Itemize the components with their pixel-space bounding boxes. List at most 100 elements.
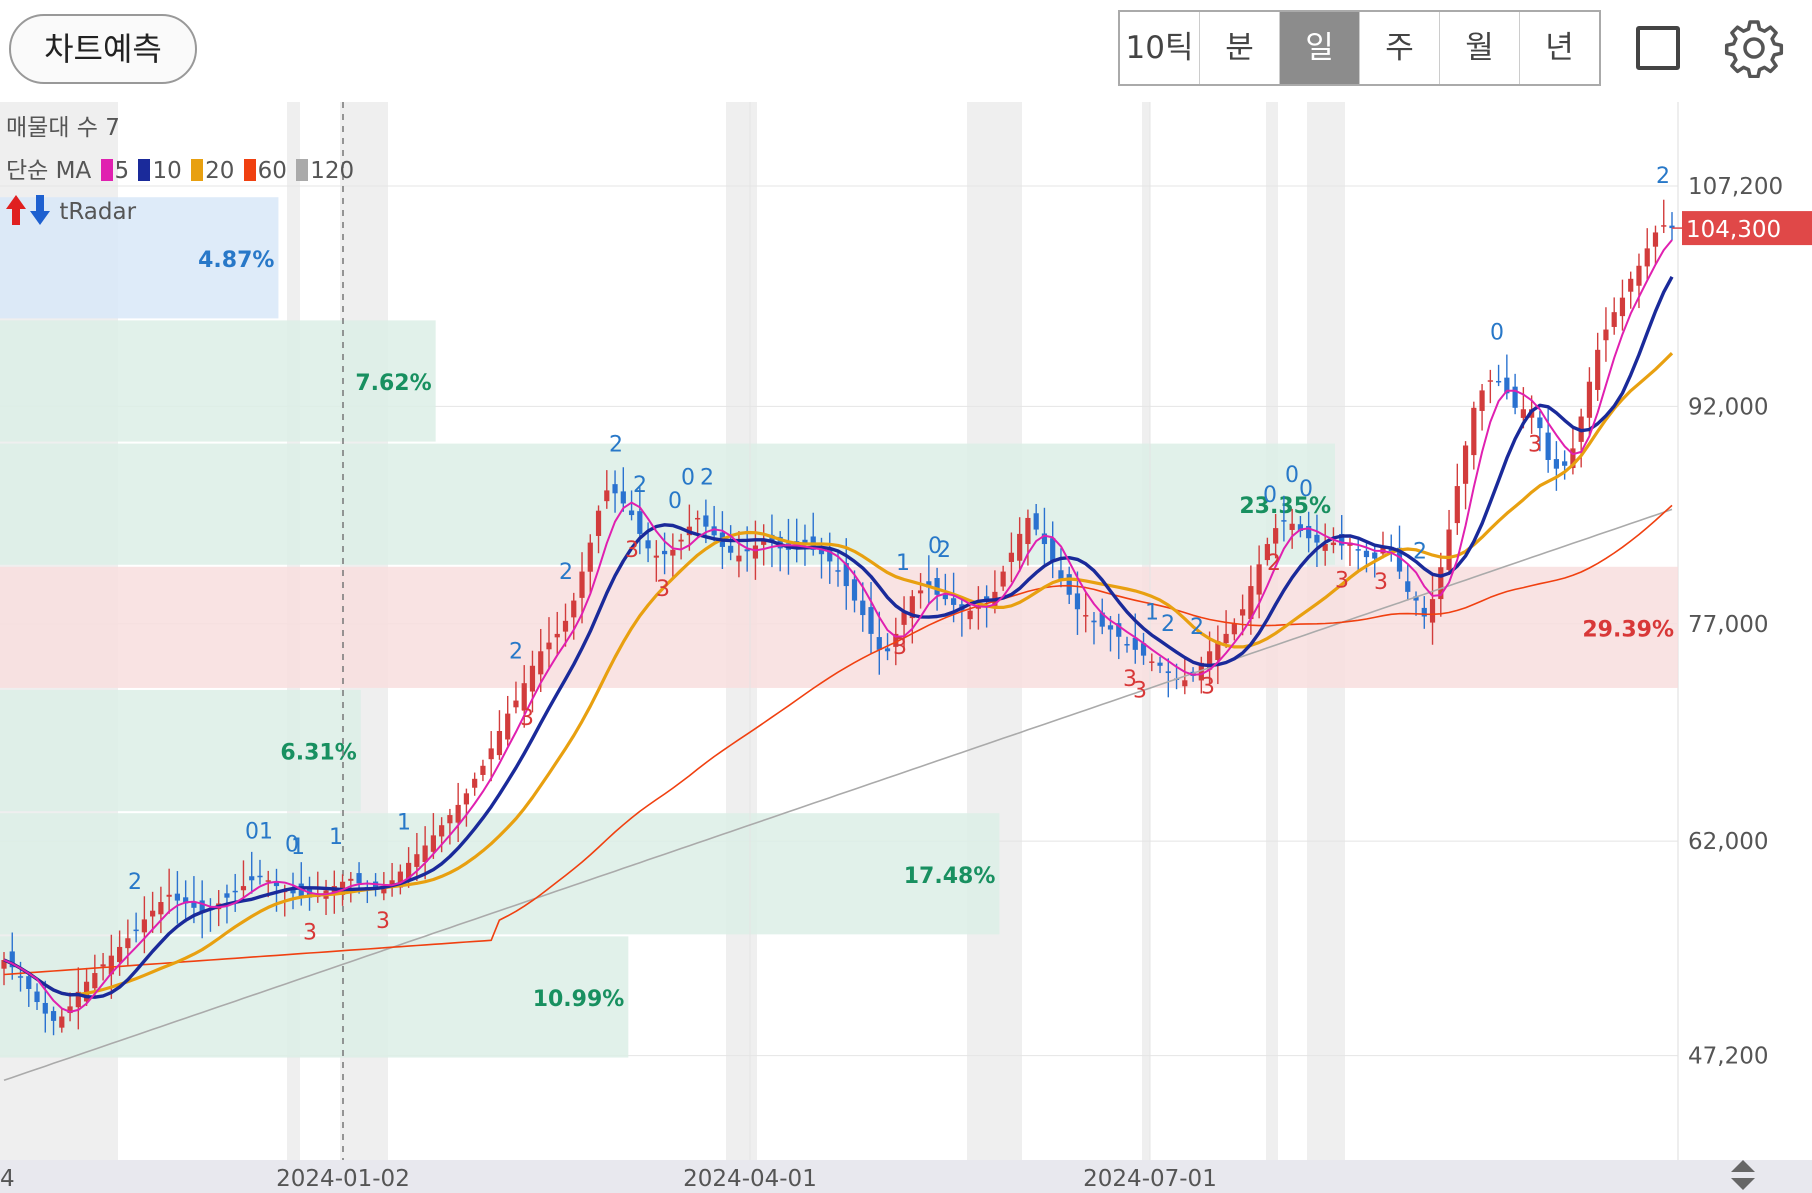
candle-body — [273, 881, 280, 887]
tradar-signal-marker: 2 — [1190, 615, 1204, 640]
candle-body — [406, 862, 412, 880]
tradar-signal-marker: 2 — [509, 640, 523, 665]
candle-body — [571, 600, 577, 618]
candle-body — [397, 871, 403, 888]
candle-body — [1396, 547, 1403, 572]
candle-body — [620, 491, 626, 504]
ma120-swatch — [296, 159, 309, 181]
candle-body — [42, 1002, 48, 1014]
candle-body — [1495, 380, 1502, 383]
candle-body — [1611, 312, 1617, 327]
candle-body — [199, 900, 205, 913]
top-toolbar: 차트예측 10틱 분 일 주 월 년 — [0, 0, 1812, 102]
candle-body — [1099, 612, 1105, 627]
candle-body — [818, 549, 825, 555]
candle-body — [1248, 586, 1254, 620]
tradar-label: tRadar — [59, 199, 137, 225]
candle-body — [1066, 574, 1072, 595]
candle-body — [1231, 623, 1237, 635]
candle-body — [546, 642, 552, 650]
candle-body — [1355, 549, 1361, 551]
period-month-button[interactable]: 월 — [1440, 12, 1520, 84]
tradar-signal-marker: 3 — [520, 706, 534, 731]
ma-legend[interactable]: 단순 MA 5 10 20 60 120 — [6, 151, 356, 185]
candle-body — [769, 534, 775, 543]
candle-body — [1256, 564, 1262, 595]
candle-body — [1471, 407, 1477, 456]
period-week-button[interactable]: 주 — [1360, 12, 1440, 84]
candle-body — [1661, 225, 1667, 227]
tradar-signal-marker: 3 — [1374, 570, 1388, 595]
chart-predict-button[interactable]: 차트예측 — [9, 14, 197, 84]
candle-body — [166, 894, 172, 897]
candle-body — [843, 563, 849, 587]
period-year-button[interactable]: 년 — [1545, 30, 1574, 66]
candle-body — [529, 665, 536, 692]
candle-body — [901, 612, 907, 625]
candle-body — [1520, 409, 1526, 418]
tradar-signal-marker: 3 — [656, 577, 670, 602]
candle-body — [670, 549, 676, 556]
candle-body — [1033, 513, 1039, 530]
tradar-signal-marker: 2 — [559, 560, 573, 585]
candle-body — [290, 888, 296, 894]
current-price-label: 104,300 — [1686, 217, 1781, 243]
tradar-signal-marker: 3 — [1335, 568, 1349, 593]
period-minute-button[interactable]: 분 — [1200, 12, 1280, 84]
candle-body — [1273, 528, 1279, 544]
candle-body — [257, 875, 263, 878]
tradar-signal-marker: 2 — [633, 473, 647, 498]
ma20-swatch — [191, 159, 204, 181]
candle-body — [1157, 662, 1163, 666]
candle-body — [579, 571, 585, 598]
tradar-signal-marker: 0 — [245, 819, 259, 844]
candle-body — [1091, 620, 1097, 623]
candle-body — [1314, 534, 1320, 543]
tradar-signal-marker: 3 — [625, 538, 639, 563]
ma120-line — [3, 508, 1673, 1082]
candle-body — [1562, 461, 1568, 466]
candle-body — [1041, 533, 1048, 545]
tradar-legend[interactable]: tRadar — [4, 193, 136, 227]
candle-body — [1140, 643, 1147, 656]
candle-body — [75, 991, 81, 1008]
candle-body — [1008, 552, 1015, 562]
candle-body — [628, 510, 635, 516]
x-tick-label: 2024-01-02 — [276, 1166, 410, 1192]
ma20-line — [3, 352, 1674, 997]
candle-body — [538, 651, 544, 675]
candle-body — [117, 946, 123, 963]
tradar-signal-marker: 1 — [1145, 600, 1159, 625]
period-10tick-button[interactable]: 10틱 — [1120, 12, 1200, 84]
candle-body — [827, 549, 833, 562]
candle-body — [1652, 232, 1659, 247]
x-axis-panel — [0, 1160, 1812, 1193]
candle-body — [777, 536, 783, 549]
candle-body — [381, 886, 387, 894]
scroll-updown-icon[interactable] — [1728, 1158, 1758, 1192]
candle-body — [728, 545, 734, 553]
volume-profile-pct: 7.62% — [355, 371, 431, 396]
tradar-signal-marker: 2 — [1267, 551, 1281, 576]
tradar-signal-marker: 0 — [681, 466, 695, 491]
candle-body — [951, 598, 957, 605]
candle-body — [430, 835, 436, 852]
candle-body — [183, 897, 189, 904]
candle-body — [26, 976, 32, 989]
gear-icon[interactable] — [1724, 18, 1784, 78]
candle-body — [1644, 248, 1650, 267]
candle-body — [1264, 544, 1270, 561]
candle-body — [761, 539, 767, 545]
candle-body — [100, 964, 106, 967]
price-chart[interactable]: 4.87% 7.62% 23.35% 29.39% 6.31% 17.48% 10.99% 2… — [0, 102, 1812, 1193]
tradar-signal-marker: 0 — [1490, 321, 1504, 346]
candle-body — [513, 700, 519, 708]
candle-body — [521, 683, 527, 711]
candle-body — [637, 511, 643, 534]
expand-square-icon[interactable] — [1636, 26, 1680, 70]
period-day-button[interactable]: 일 — [1280, 12, 1360, 84]
tradar-signal-marker: 0 — [1285, 463, 1299, 488]
candle-body — [893, 633, 899, 647]
candle-body — [1330, 542, 1337, 546]
candle-body — [1058, 570, 1064, 579]
